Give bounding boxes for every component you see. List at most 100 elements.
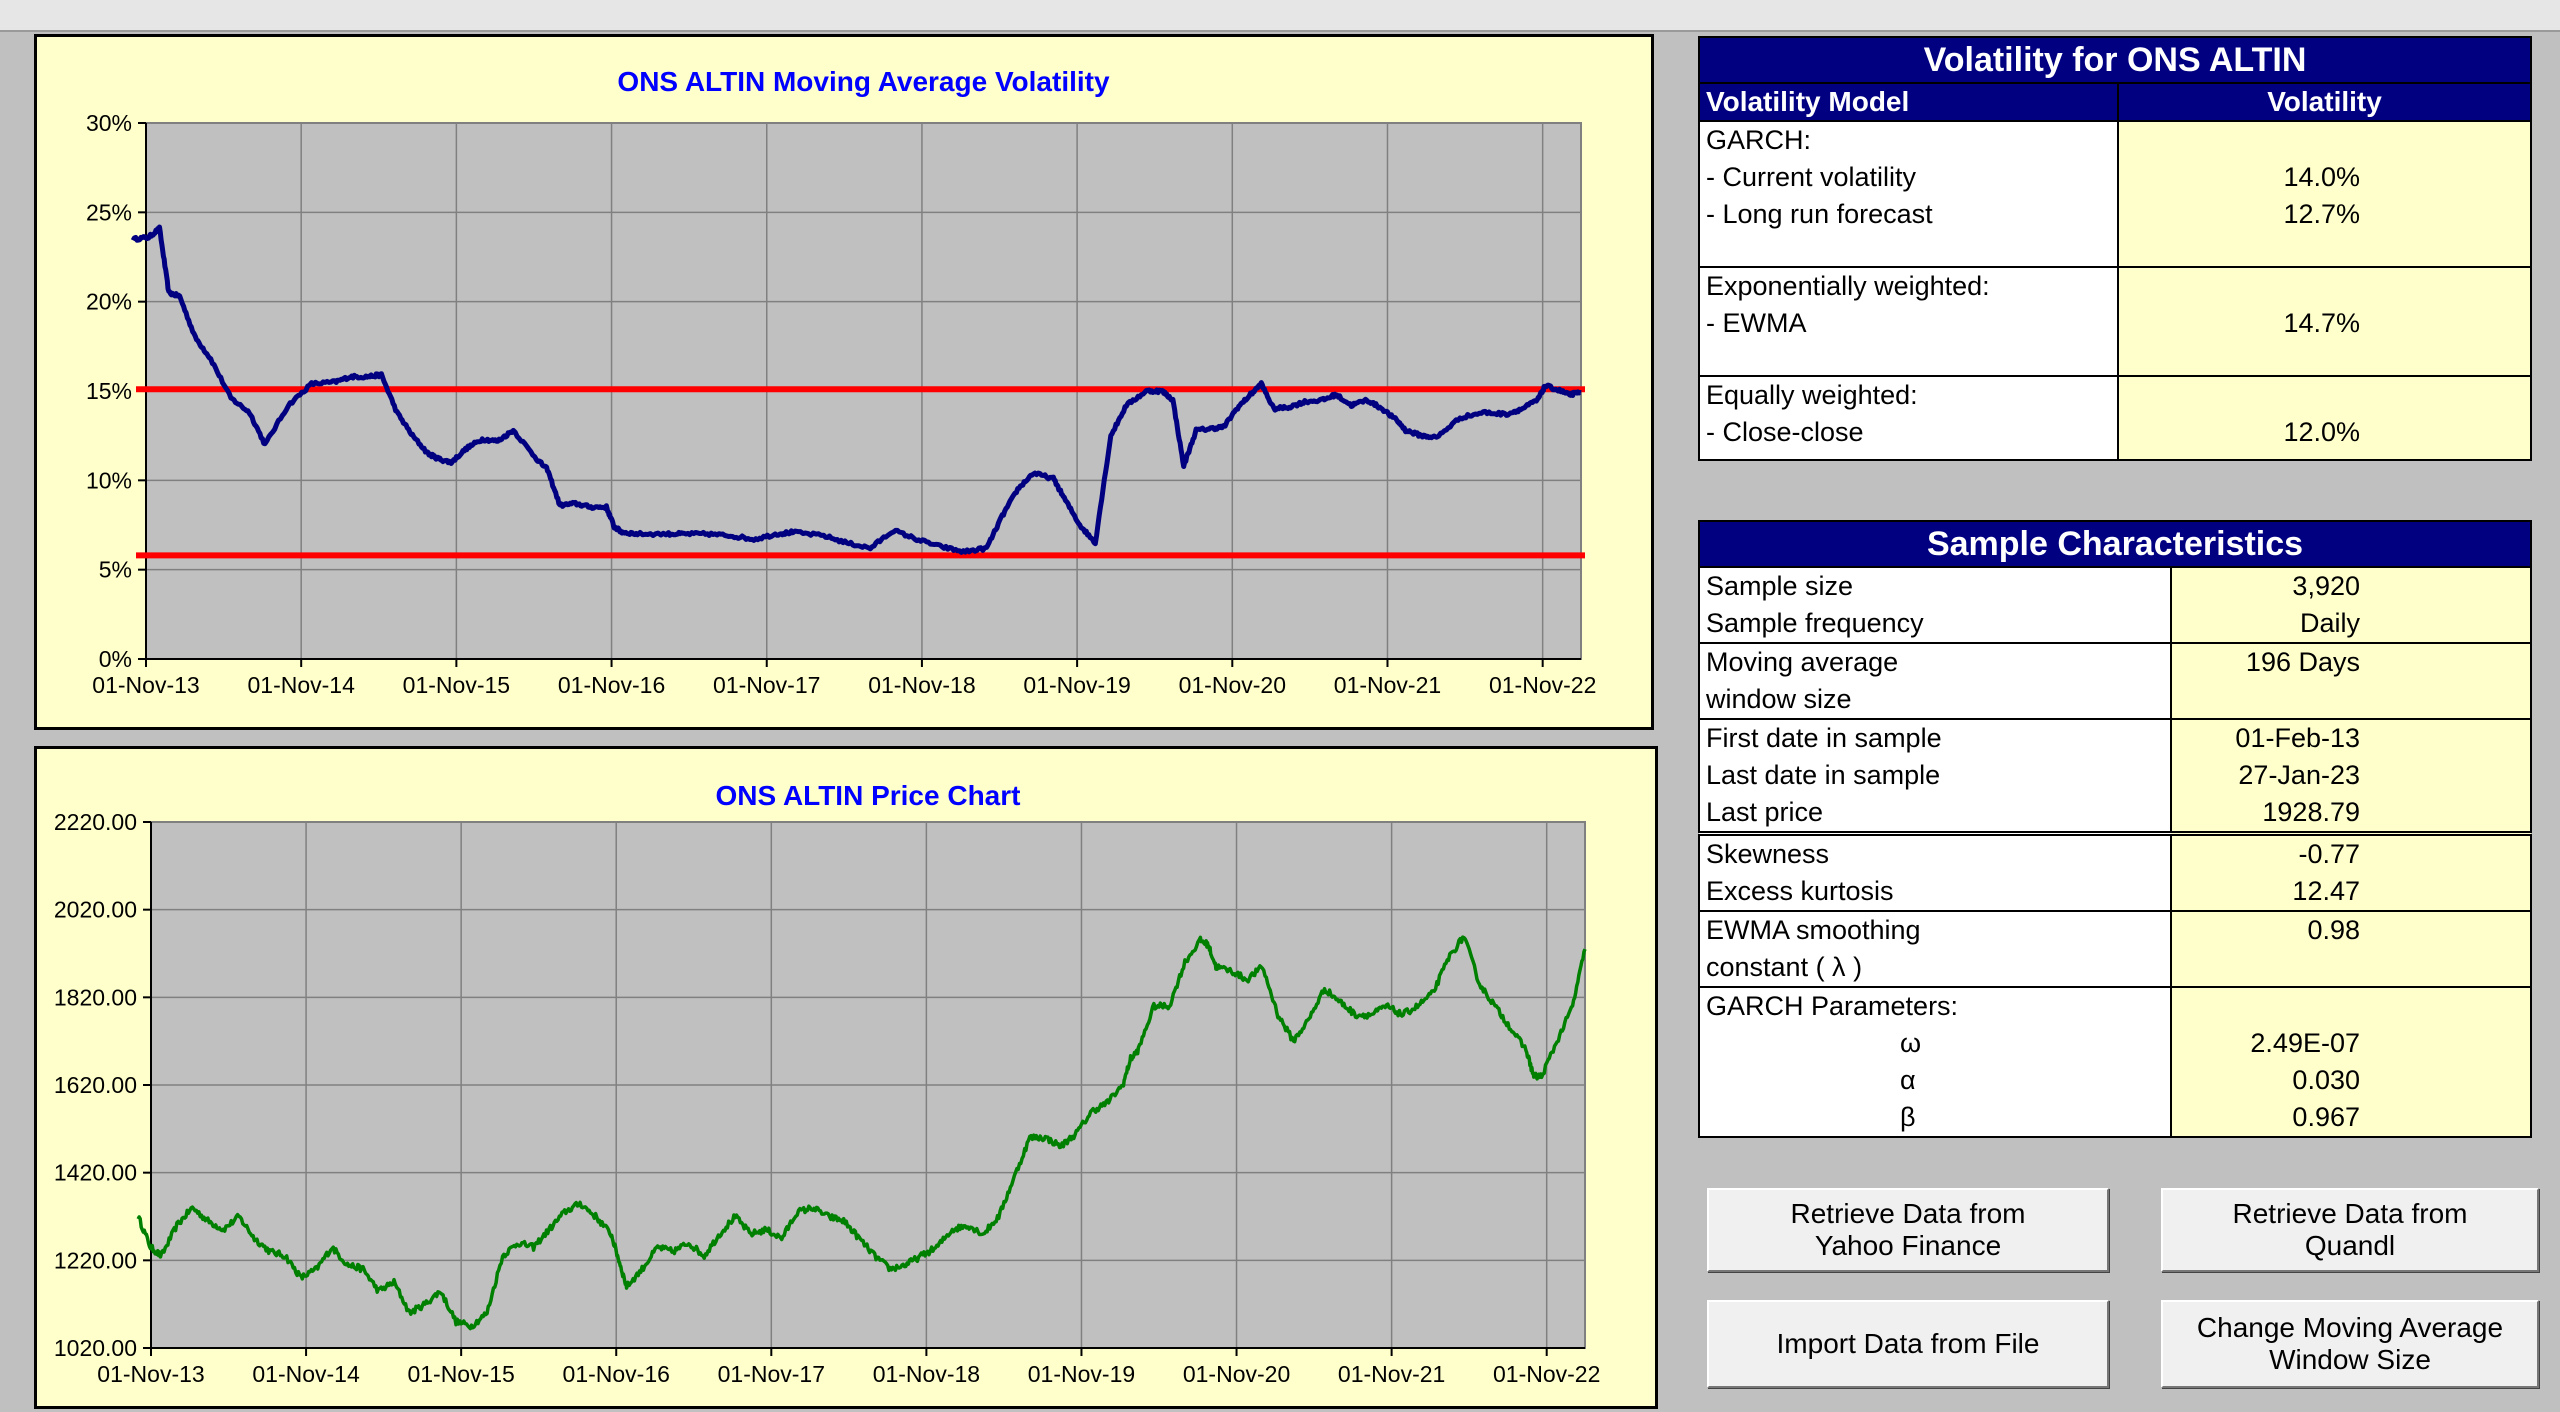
x-tick-label: 01-Nov-16 <box>563 1361 670 1387</box>
price-chart-box: ONS ALTIN Price Chart 2220.00 2020.00 1820.… <box>34 746 1658 1409</box>
alpha-value: 0.030 <box>2170 1062 2533 1099</box>
garch-label: GARCH: <box>1697 121 2120 159</box>
top-toolbar-strip <box>0 0 2560 32</box>
ewma-value: 14.7% <box>2118 305 2532 342</box>
x-tick-label: 01-Nov-18 <box>868 672 975 698</box>
volatility-chart: ONS ALTIN Moving Average Volatility 30% 25… <box>86 66 1596 698</box>
spacer-1 <box>1697 233 2120 267</box>
kurtosis-value: 12.47 <box>2170 873 2533 911</box>
close-close-value: 12.0% <box>2118 414 2532 461</box>
y-tick-label: 2220.00 <box>54 809 137 835</box>
first-date-label: First date in sample <box>1698 718 2172 757</box>
sample-frequency-value: Daily <box>2170 605 2533 643</box>
longrun-value: 12.7% <box>2118 196 2532 233</box>
change-window-button[interactable]: Change Moving Average Window Size <box>2161 1300 2539 1388</box>
last-price-value: 1928.79 <box>2170 794 2533 834</box>
beta-label: β <box>1698 1099 2172 1138</box>
current-vol-label: - Current volatility <box>1697 159 2120 196</box>
x-tick-label: 01-Nov-19 <box>1028 1361 1135 1387</box>
eq-weighted-label: Equally weighted: <box>1697 375 2120 414</box>
skewness-value: -0.77 <box>2170 832 2533 873</box>
col-volatility: Volatility <box>2117 82 2532 122</box>
omega-label: ω <box>1698 1025 2172 1062</box>
ewma-label: - EWMA <box>1697 305 2120 342</box>
import-file-button[interactable]: Import Data from File <box>1707 1300 2109 1388</box>
window-label-1: Moving average <box>1698 642 2172 681</box>
y-tick-label: 1620.00 <box>54 1072 137 1098</box>
y-tick-label: 2020.00 <box>54 897 137 923</box>
garch-params-blank <box>2170 986 2533 1025</box>
window-value: 196 Days <box>2170 642 2533 681</box>
beta-value: 0.967 <box>2170 1099 2533 1138</box>
y-tick-label: 20% <box>86 289 132 315</box>
exp-blank <box>2118 266 2532 305</box>
last-date-label: Last date in sample <box>1698 757 2172 794</box>
garch-params-label: GARCH Parameters: <box>1698 986 2172 1025</box>
last-price-label: Last price <box>1698 794 2172 834</box>
x-tick-label: 01-Nov-19 <box>1023 672 1130 698</box>
window-blank <box>2170 681 2533 719</box>
x-tick-label: 01-Nov-13 <box>92 672 199 698</box>
x-tick-label: 01-Nov-14 <box>247 672 355 698</box>
x-tick-label: 01-Nov-15 <box>403 672 510 698</box>
eq-blank <box>2118 375 2532 414</box>
chart-title: ONS ALTIN Moving Average Volatility <box>617 66 1110 97</box>
y-tick-label: 15% <box>86 378 132 404</box>
y-tick-label: 30% <box>86 110 132 136</box>
y-tick-label: 25% <box>86 199 132 225</box>
x-tick-label: 01-Nov-21 <box>1334 672 1441 698</box>
sample-size-value: 3,920 <box>2170 567 2533 605</box>
col-volatility-model: Volatility Model <box>1697 82 2120 122</box>
spacer-2v <box>2118 342 2532 376</box>
volatility-panel: Volatility for ONS ALTIN Volatility Mode… <box>1697 36 2532 461</box>
y-tick-label: 1220.00 <box>54 1247 137 1273</box>
volatility-panel-title: Volatility for ONS ALTIN <box>1698 36 2532 84</box>
x-tick-label: 01-Nov-20 <box>1183 1361 1290 1387</box>
retrieve-yahoo-button[interactable]: Retrieve Data from Yahoo Finance <box>1707 1188 2109 1272</box>
last-date-value: 27-Jan-23 <box>2170 757 2533 794</box>
x-tick-label: 01-Nov-20 <box>1179 672 1286 698</box>
window-label-2: window size <box>1698 681 2172 719</box>
close-close-label: - Close-close <box>1697 414 2120 461</box>
longrun-label: - Long run forecast <box>1697 196 2120 233</box>
y-tick-label: 5% <box>99 557 132 583</box>
current-vol-value: 14.0% <box>2118 159 2532 196</box>
sample-frequency-label: Sample frequency <box>1698 605 2172 643</box>
spacer-1v <box>2118 233 2532 267</box>
spacer-2 <box>1697 342 2120 376</box>
chart-title: ONS ALTIN Price Chart <box>716 780 1021 811</box>
x-tick-label: 01-Nov-14 <box>252 1361 360 1387</box>
series-line <box>136 935 1587 1331</box>
ewma-smoothing-value: 0.98 <box>2170 910 2533 949</box>
y-tick-label: 1420.00 <box>54 1160 137 1186</box>
alpha-label: α <box>1698 1062 2172 1099</box>
x-tick-label: 01-Nov-22 <box>1493 1361 1600 1387</box>
y-tick-label: 0% <box>99 646 132 672</box>
kurtosis-label: Excess kurtosis <box>1698 873 2172 911</box>
x-tick-label: 01-Nov-17 <box>718 1361 825 1387</box>
series-line <box>130 224 1583 555</box>
sample-panel-title: Sample Characteristics <box>1698 520 2532 568</box>
y-tick-label: 10% <box>86 467 132 493</box>
y-tick-label: 1820.00 <box>54 984 137 1010</box>
sample-size-label: Sample size <box>1698 567 2172 605</box>
x-tick-label: 01-Nov-17 <box>713 672 820 698</box>
retrieve-quandl-button[interactable]: Retrieve Data from Quandl <box>2161 1188 2539 1272</box>
x-tick-label: 01-Nov-21 <box>1338 1361 1445 1387</box>
x-tick-label: 01-Nov-22 <box>1489 672 1596 698</box>
exp-weighted-label: Exponentially weighted: <box>1697 266 2120 305</box>
ewma-smoothing-label-1: EWMA smoothing <box>1698 910 2172 949</box>
omega-value: 2.49E-07 <box>2170 1025 2533 1062</box>
sample-characteristics-panel: Sample Characteristics Sample size 3,920 … <box>1698 520 2533 1138</box>
x-tick-label: 01-Nov-15 <box>407 1361 514 1387</box>
skewness-label: Skewness <box>1698 832 2172 873</box>
ewma-blank <box>2170 949 2533 987</box>
x-tick-label: 01-Nov-16 <box>558 672 665 698</box>
first-date-value: 01-Feb-13 <box>2170 718 2533 757</box>
price-chart: ONS ALTIN Price Chart 2220.00 2020.00 1820.… <box>54 780 1601 1387</box>
garch-blank <box>2118 121 2532 159</box>
ewma-smoothing-label-2: constant ( λ ) <box>1698 949 2172 987</box>
x-tick-label: 01-Nov-18 <box>873 1361 980 1387</box>
y-tick-label: 1020.00 <box>54 1335 137 1361</box>
volatility-chart-box: ONS ALTIN Moving Average Volatility 30% 25… <box>34 34 1654 730</box>
